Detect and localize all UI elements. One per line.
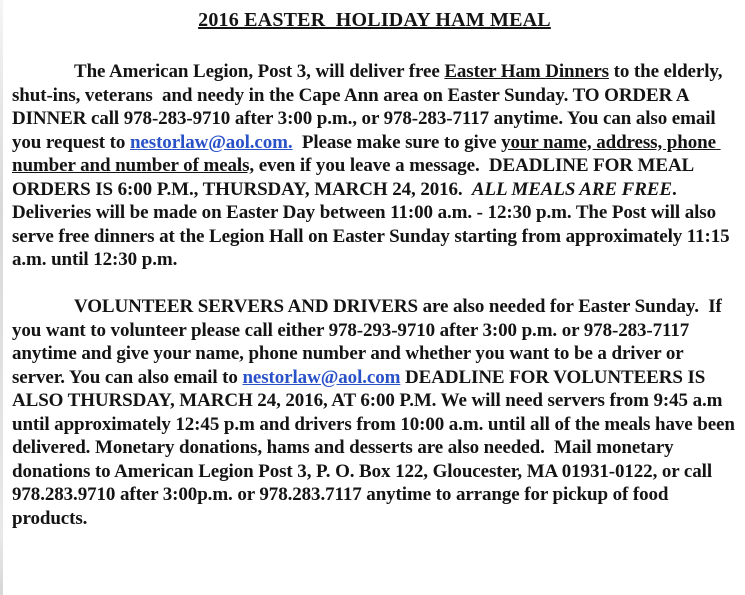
text-segment: Easter Ham Dinners bbox=[444, 61, 609, 82]
volunteer-info-paragraph: VOLUNTEER SERVERS AND DRIVERS are also n… bbox=[12, 295, 737, 530]
page-title-text: 2016 EASTER HOLIDAY HAM MEAL bbox=[198, 9, 551, 31]
text-segment: VOLUNTEER SERVERS AND DRIVERS are also n… bbox=[12, 296, 727, 388]
text-segment: even if you leave a message. DEADLINE FO… bbox=[12, 155, 698, 200]
flyer-body: The American Legion, Post 3, will delive… bbox=[12, 60, 737, 530]
text-segment: your name, address, phone number and num… bbox=[12, 131, 721, 177]
flyer-page: 2016 EASTER HOLIDAY HAM MEAL The America… bbox=[12, 8, 737, 530]
text-segment: to the elderly, shut-ins, veterans and n… bbox=[12, 61, 728, 153]
text-segment: The American Legion, Post 3, will delive… bbox=[74, 61, 445, 82]
email-link[interactable]: nestorlaw@aol.com. bbox=[129, 131, 293, 153]
text-segment: . Deliveries will be made on Easter Day … bbox=[12, 178, 735, 271]
email-link[interactable]: nestorlaw@aol.com bbox=[242, 366, 401, 388]
text-segment: ALL MEALS ARE FREE bbox=[471, 178, 672, 200]
scan-edge bbox=[0, 0, 3, 595]
text-segment: Please make sure to give bbox=[292, 131, 502, 153]
text-segment: DEADLINE FOR VOLUNTEERS IS ALSO THURSDAY… bbox=[12, 366, 740, 529]
page-title: 2016 EASTER HOLIDAY HAM MEAL bbox=[12, 8, 737, 32]
order-info-paragraph: The American Legion, Post 3, will delive… bbox=[12, 60, 737, 272]
